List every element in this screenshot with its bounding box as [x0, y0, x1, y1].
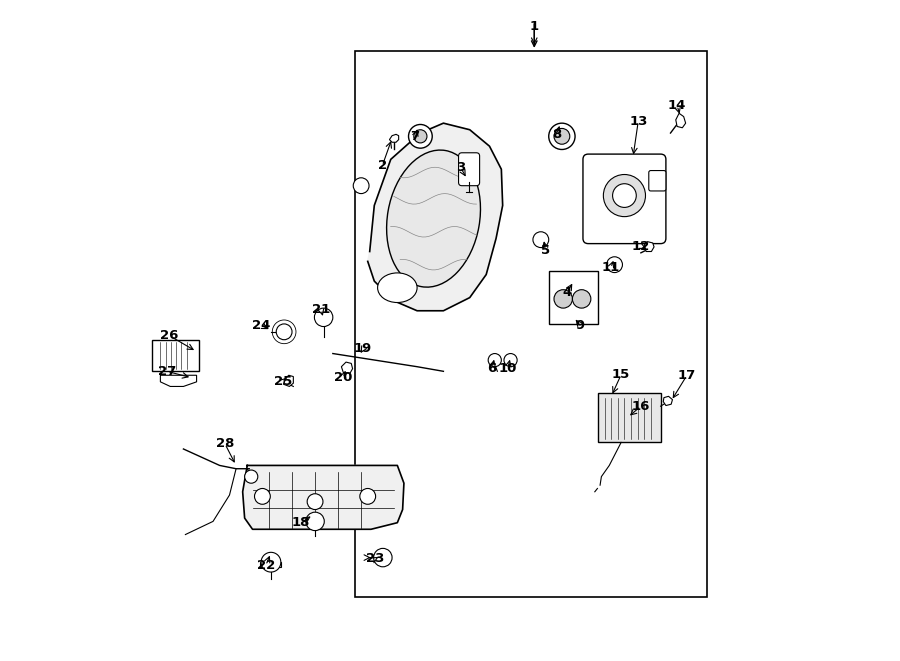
FancyBboxPatch shape [459, 153, 480, 186]
Polygon shape [260, 563, 282, 567]
Polygon shape [341, 362, 353, 373]
Polygon shape [243, 465, 404, 529]
Circle shape [374, 549, 392, 566]
Text: 21: 21 [312, 303, 330, 316]
Polygon shape [676, 113, 686, 128]
Circle shape [276, 324, 292, 340]
FancyBboxPatch shape [649, 171, 666, 191]
Text: 12: 12 [632, 240, 650, 253]
Text: 10: 10 [499, 362, 517, 375]
Circle shape [353, 178, 369, 194]
Text: 19: 19 [354, 342, 373, 356]
Text: 9: 9 [576, 319, 585, 332]
Ellipse shape [387, 150, 481, 287]
Text: 2: 2 [378, 159, 387, 173]
Polygon shape [390, 134, 399, 142]
Text: 16: 16 [632, 400, 650, 412]
Bar [152, 340, 199, 371]
Circle shape [360, 488, 375, 504]
Circle shape [307, 494, 323, 510]
Bar [355, 51, 706, 597]
Text: 8: 8 [552, 128, 562, 141]
Text: 3: 3 [456, 161, 465, 174]
Circle shape [314, 308, 333, 327]
Text: 5: 5 [541, 244, 550, 256]
Bar [598, 393, 661, 442]
Polygon shape [160, 375, 196, 387]
Circle shape [409, 124, 432, 148]
Text: 23: 23 [365, 553, 384, 565]
Circle shape [488, 354, 501, 367]
Text: 4: 4 [562, 286, 572, 299]
Circle shape [549, 123, 575, 149]
Polygon shape [368, 123, 503, 311]
Circle shape [613, 184, 636, 208]
Circle shape [572, 290, 591, 308]
Text: 22: 22 [256, 559, 274, 572]
Text: 17: 17 [678, 369, 696, 382]
Circle shape [603, 175, 645, 217]
Text: 28: 28 [216, 437, 234, 450]
Text: 27: 27 [158, 365, 176, 378]
Circle shape [414, 130, 427, 143]
Bar [549, 271, 598, 324]
Text: 7: 7 [410, 130, 419, 143]
Text: 1: 1 [530, 20, 539, 33]
Polygon shape [284, 375, 293, 387]
Text: 14: 14 [668, 99, 687, 112]
Text: 24: 24 [252, 319, 270, 332]
Circle shape [255, 488, 270, 504]
Ellipse shape [378, 273, 417, 303]
Polygon shape [663, 397, 672, 406]
Text: 11: 11 [601, 262, 620, 274]
Circle shape [554, 290, 572, 308]
Text: 13: 13 [629, 115, 647, 128]
Circle shape [261, 553, 281, 572]
Polygon shape [644, 242, 654, 252]
Text: 25: 25 [274, 375, 292, 388]
Text: 18: 18 [292, 516, 310, 529]
Text: 6: 6 [488, 362, 497, 375]
Circle shape [245, 470, 257, 483]
Text: 20: 20 [334, 371, 352, 385]
Circle shape [533, 232, 549, 248]
FancyBboxPatch shape [583, 154, 666, 244]
Circle shape [306, 512, 324, 531]
Text: 26: 26 [160, 329, 179, 342]
Circle shape [504, 354, 518, 367]
Circle shape [607, 256, 623, 272]
Text: 15: 15 [612, 368, 630, 381]
Circle shape [554, 128, 570, 144]
